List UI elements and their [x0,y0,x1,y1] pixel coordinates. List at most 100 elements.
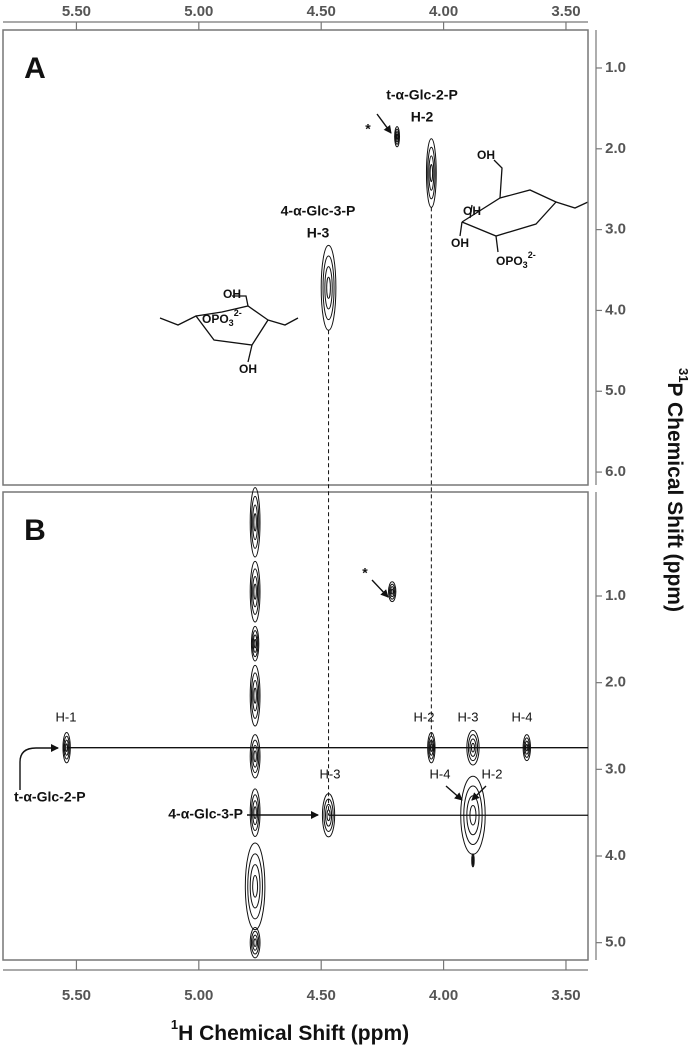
peak-contour [253,583,257,600]
annotation: H-1 [56,709,77,724]
x-tick-label-bottom: 4.00 [429,987,458,1004]
peak-contour [249,664,261,727]
structure-label: OH [463,204,481,218]
structure-label: OH [477,148,495,162]
row-label: 4-α-Glc-3-P [168,806,243,822]
peak-contour [467,734,479,762]
y-tick-label: 6.0 [605,463,626,480]
peak-contour [471,858,475,863]
structure-label-part: OPO [496,254,523,268]
peak-contour [252,634,258,653]
peak-contour [522,734,531,762]
peak-contour [252,576,259,608]
y-tick-label: 2.0 [605,674,626,691]
peak-contour [428,155,435,191]
annotation: t-α-Glc-2-P [386,87,458,103]
y-tick-label: 2.0 [605,140,626,157]
y-axis-label-sup: 31 [676,368,691,382]
panel-label: A [24,52,46,85]
peak-contour [249,864,261,909]
peak-contour [250,495,260,549]
peak-contour [395,131,399,143]
structure-label: OH [223,287,241,301]
x-tick-label-top: 5.50 [62,3,91,20]
structure-label-sub: 3 [229,318,234,328]
arrow [376,113,392,134]
peak-contour [389,586,395,598]
peak-contour [466,729,480,766]
structure-label: OPO32- [202,308,242,328]
peak-contour [249,487,261,558]
x-tick-label-bottom: 5.50 [62,987,91,1004]
peak-contour [249,927,261,959]
peak-contour [252,745,259,768]
structure-label-sup: 2- [234,308,242,318]
arrow [19,744,59,790]
annotation: H-4 [512,709,533,724]
peak-contour [249,734,261,779]
peak-contour [323,798,334,833]
peak-contour [252,934,259,951]
y-tick-label: 4.0 [605,847,626,864]
row-label: t-α-Glc-2-P [14,789,86,805]
x-tick-label-bottom: 5.00 [184,987,213,1004]
x-axis-label-text: H Chemical Shift (ppm) [178,1022,409,1045]
structure-right [459,159,589,253]
peak-contour [250,930,260,955]
y-tick-label: 3.0 [605,221,626,238]
y-tick-label: 4.0 [605,301,626,318]
y-tick-label: 5.0 [605,382,626,399]
peak-contour [326,276,331,299]
peak-contour [252,680,259,712]
panel-frame [2,29,589,486]
peak-contour [253,806,257,820]
peak-contour [244,842,266,931]
peak-contour [250,794,260,832]
peak-contour [395,133,399,140]
annotation: 4-α-Glc-3-P [281,203,356,219]
panel-label: B [24,514,46,547]
peak-contour [253,513,257,532]
peak-contour [524,740,530,755]
arrow [445,785,463,801]
x-tick-label-top: 5.00 [184,3,213,20]
structure-label: OPO32- [496,250,536,270]
peak-contour [253,750,257,763]
y-axis-label-text: P Chemical Shift (ppm) [663,382,686,611]
x-tick-label-top: 4.00 [429,3,458,20]
x-axis-label: 1H Chemical Shift (ppm) [171,1017,409,1044]
peak-contour [247,853,263,920]
x-tick-label-bottom: 3.50 [551,987,580,1004]
peak-contour [469,738,477,757]
peak-contour [250,739,260,774]
peak-contour [249,788,261,838]
peak-contour [63,735,70,760]
peak-contour [253,938,257,947]
annotation: H-3 [307,225,330,241]
structure-label: OH [239,362,257,376]
annotation: H-3 [458,709,479,724]
peak-contour [252,875,259,898]
peak-contour [394,128,400,145]
peak-contour [394,126,401,148]
peak-contour [250,568,260,615]
x-axis-label-sup: 1 [171,1017,178,1032]
annotation: H-2 [411,109,434,125]
peak-contour [429,163,434,183]
y-tick-label: 5.0 [605,934,626,951]
peak-contour [249,560,261,623]
arrow [371,579,389,598]
annotation: * [365,121,371,137]
x-tick-label-top: 4.50 [307,3,336,20]
arrow [471,785,487,801]
peak-contour [523,737,531,758]
peak-contour [252,504,259,541]
peak-contour [250,672,260,719]
panel-frame [2,491,589,961]
peak-contour [463,785,483,846]
peak-contour [390,588,394,595]
peak-contour [324,803,333,827]
peak-contour [324,266,333,310]
